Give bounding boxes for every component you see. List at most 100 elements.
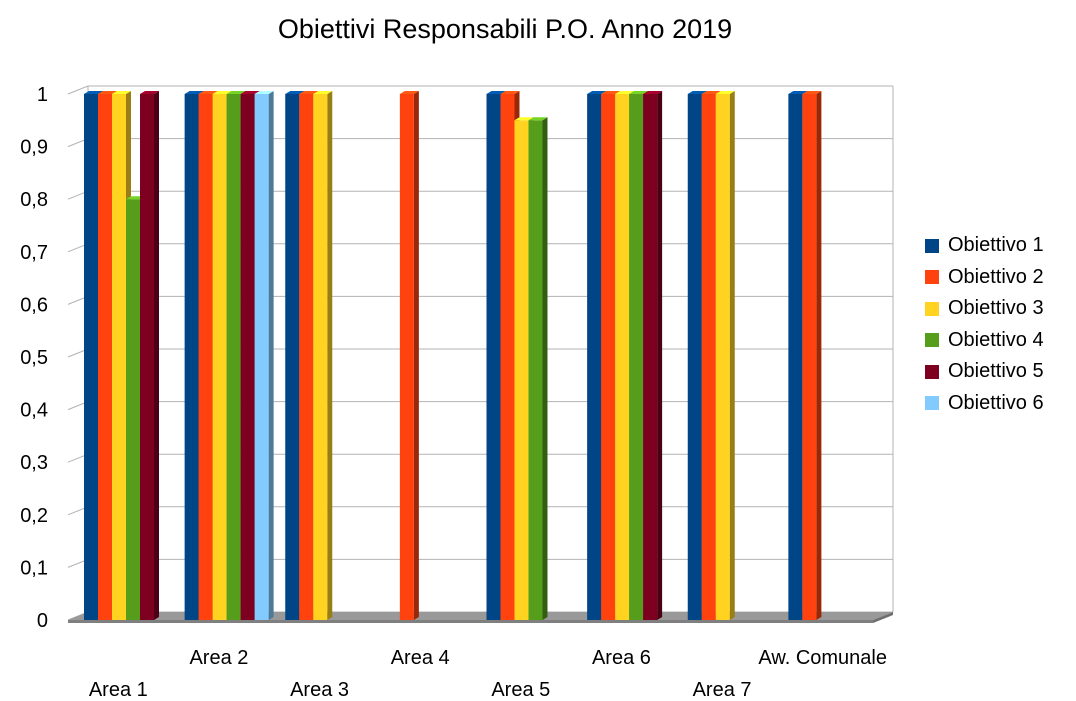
y-tick-label: 0,5: [20, 347, 48, 369]
bar-front: [84, 94, 98, 620]
legend-swatch: [925, 270, 939, 285]
x-tick-label: Area 1: [89, 679, 148, 701]
x-tick-label: Area 6: [592, 647, 651, 669]
bar-front: [643, 94, 658, 620]
bar-front: [98, 94, 112, 620]
legend-label: Obiettivo 2: [948, 265, 1044, 288]
bar-front: [285, 94, 300, 620]
bar-top: [601, 91, 621, 94]
y-tick-label: 0,7: [20, 242, 48, 264]
bar-side: [657, 91, 663, 620]
y-tick-label: 0,4: [20, 400, 48, 422]
bar-top: [643, 91, 663, 94]
legend-swatch: [925, 333, 939, 348]
y-tick-label: 0,9: [20, 137, 48, 159]
bar-top: [313, 91, 333, 94]
bar-top: [500, 91, 520, 94]
bar-top: [112, 91, 131, 94]
bar-front: [140, 94, 154, 620]
chart-title: Obiettivi Responsabili P.O. Anno 2019: [277, 14, 733, 44]
bar-front: [615, 94, 630, 620]
bar-side: [268, 91, 274, 620]
bar: [528, 117, 548, 621]
bar-front: [687, 94, 702, 620]
bar-front: [399, 94, 414, 620]
y-tick-label: 0,6: [20, 294, 48, 316]
bar-side: [327, 91, 333, 620]
bar-front: [601, 94, 616, 620]
bar-front: [254, 94, 269, 620]
floor-front: [68, 620, 873, 623]
bar-top: [528, 117, 548, 121]
legend-item: Obiettivo 3: [925, 293, 1044, 325]
bar-top: [399, 91, 419, 94]
y-tick-label: 0: [37, 610, 48, 632]
bar-side: [816, 91, 822, 620]
bar-top: [802, 91, 822, 94]
bar-top: [212, 91, 232, 94]
bar-top: [788, 91, 808, 94]
bar-top: [629, 91, 649, 94]
bar-front: [701, 94, 716, 620]
bar-front: [587, 94, 602, 620]
bar: [399, 91, 419, 620]
bar-front: [112, 94, 126, 620]
legend-item: Obiettivo 4: [925, 325, 1044, 357]
bar-top: [687, 91, 707, 94]
y-tick-label: 0,3: [20, 452, 48, 474]
legend-item: Obiettivo 5: [925, 356, 1044, 388]
bar-top: [254, 91, 274, 94]
bar-top: [701, 91, 721, 94]
bar-front: [212, 94, 227, 620]
bar-front: [198, 94, 213, 620]
legend-label: Obiettivo 1: [948, 234, 1044, 257]
legend-label: Obiettivo 4: [948, 328, 1044, 351]
bar-top: [715, 91, 735, 94]
x-tick-label: Area 2: [189, 647, 248, 669]
bar-front: [486, 94, 501, 620]
legend-item: Obiettivo 1: [925, 230, 1044, 262]
legend-item: Obiettivo 2: [925, 262, 1044, 294]
bar-side: [413, 91, 419, 620]
legend-label: Obiettivo 6: [948, 391, 1044, 414]
bar-top: [615, 91, 635, 94]
y-axis-ticks: 0 0,1 0,2 0,3 0,4 0,5 0,6 0,7 0,8 0,9 1: [20, 84, 48, 632]
bar-front: [788, 94, 803, 620]
bar-front: [299, 94, 314, 620]
floor-side: [873, 612, 893, 623]
bar-top: [285, 91, 305, 94]
bar-top: [486, 91, 506, 94]
bar-top: [140, 91, 159, 94]
floor-top: [68, 612, 893, 620]
bar-front: [240, 94, 255, 620]
bar: [715, 91, 735, 620]
legend-swatch: [925, 364, 939, 379]
bar-front: [313, 94, 328, 620]
legend-label: Obiettivo 3: [948, 297, 1044, 320]
bar-front: [226, 94, 241, 620]
legend-label: Obiettivo 5: [948, 360, 1044, 383]
x-tick-label: Area 3: [290, 679, 349, 701]
bar-front: [629, 94, 644, 620]
bars-layer: [84, 91, 822, 621]
bar-side: [154, 91, 159, 620]
y-tick-label: 0,2: [20, 505, 48, 527]
bar-top: [198, 91, 218, 94]
bar: [802, 91, 822, 620]
legend-item: Obiettivo 6: [925, 388, 1044, 420]
y-tick-label: 0,1: [20, 557, 48, 579]
bar-front: [528, 120, 543, 621]
bar-side: [729, 91, 735, 620]
bar-top: [587, 91, 607, 94]
x-tick-label: Area 7: [693, 679, 752, 701]
y-tick-label: 0,8: [20, 189, 48, 211]
bar-top: [514, 117, 534, 121]
legend: Obiettivo 1 Obiettivo 2 Obiettivo 3 Obietti…: [925, 230, 1044, 419]
bar-top: [184, 91, 204, 94]
x-tick-label: Area 5: [491, 679, 550, 701]
bar-top: [84, 91, 103, 94]
legend-swatch: [925, 396, 939, 411]
legend-swatch: [925, 301, 939, 316]
bar-front: [126, 199, 140, 620]
